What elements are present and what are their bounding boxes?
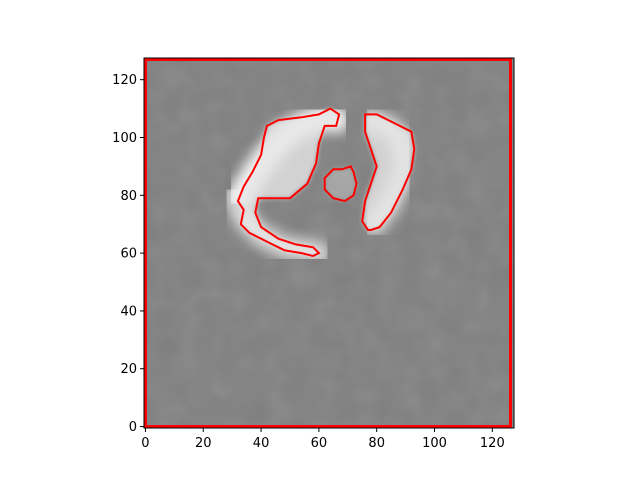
contour-overlay <box>144 58 512 428</box>
x-tick-label-0: 0 <box>141 436 149 451</box>
y-tick-label-80: 80 <box>120 189 137 204</box>
x-axis: 0 20 40 60 80 100 120 <box>141 428 505 451</box>
plot-area <box>144 58 514 428</box>
x-tick-label-20: 20 <box>195 436 212 451</box>
x-tick-label-40: 40 <box>253 436 270 451</box>
y-tick-label-0: 0 <box>129 420 137 435</box>
center-ring-fill <box>324 166 357 202</box>
x-tick-label-100: 100 <box>422 436 447 451</box>
x-tick-label-80: 80 <box>368 436 385 451</box>
x-tick-label-120: 120 <box>480 436 505 451</box>
border-contour <box>144 58 512 428</box>
axes-frame <box>143 57 515 429</box>
left-arc-contour <box>236 107 341 258</box>
center-ring-contour <box>323 165 358 203</box>
right-arc-contour <box>361 113 416 231</box>
y-tick-label-120: 120 <box>112 73 137 88</box>
y-tick-label-40: 40 <box>120 304 137 319</box>
right-arc-fill <box>362 114 415 230</box>
y-tick-label-20: 20 <box>120 362 137 377</box>
x-tick-label-60: 60 <box>311 436 328 451</box>
y-axis: 0 20 40 60 80 100 120 <box>112 73 144 435</box>
y-tick-label-100: 100 <box>112 131 137 146</box>
y-tick-label-60: 60 <box>120 247 137 262</box>
